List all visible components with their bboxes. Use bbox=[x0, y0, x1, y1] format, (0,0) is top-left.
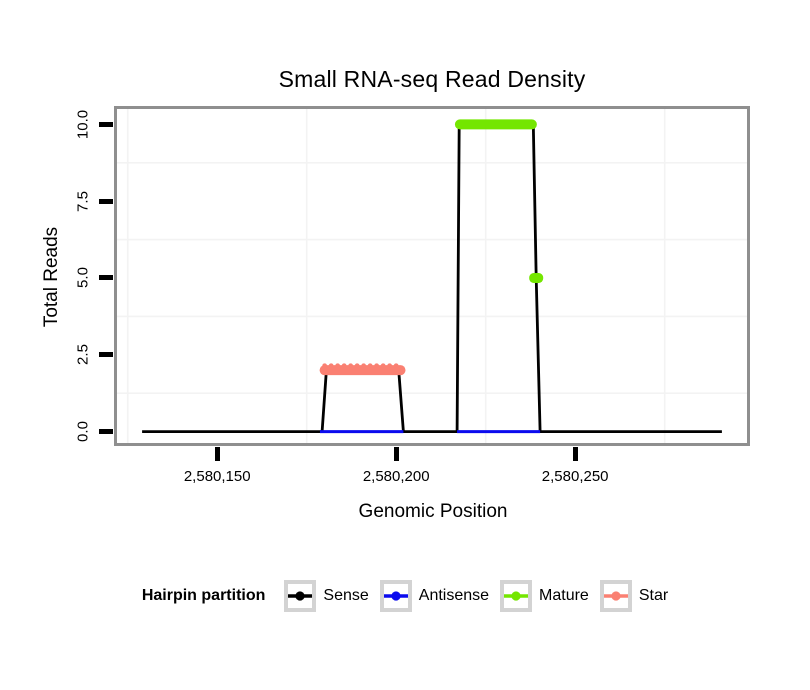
legend-item-star: Star bbox=[599, 580, 669, 612]
legend-glyph-line-point-icon bbox=[383, 591, 408, 601]
legend-item-mature: Mature bbox=[500, 580, 589, 612]
x-tick-label: 2,580,150 bbox=[183, 468, 251, 485]
legend-key-mature bbox=[500, 580, 533, 612]
x-tick-label: 2,580,200 bbox=[362, 468, 430, 485]
x-tick-label: 2,580,250 bbox=[541, 468, 609, 485]
x-tick-mark bbox=[572, 447, 578, 461]
y-tick-label: 10.0 bbox=[74, 109, 92, 139]
legend-key-antisense bbox=[379, 580, 412, 612]
sense-line bbox=[142, 123, 722, 433]
x-axis-title: Genomic Position bbox=[358, 501, 508, 522]
legend-item-antisense: Antisense bbox=[379, 580, 490, 612]
legend-label-antisense: Antisense bbox=[418, 587, 490, 604]
plot-canvas bbox=[117, 109, 747, 443]
y-tick-mark bbox=[99, 352, 113, 358]
legend-glyph-line-point-icon bbox=[504, 591, 529, 601]
legend-title: Hairpin partition bbox=[141, 587, 266, 604]
legend-key-sense bbox=[284, 580, 317, 612]
y-tick-label: 0.0 bbox=[74, 421, 92, 443]
y-tick-label: 7.5 bbox=[74, 190, 92, 212]
legend-item-sense: Sense bbox=[284, 580, 369, 612]
legend: Hairpin partition Sense Antisense Mature St… bbox=[0, 580, 810, 612]
legend-label-sense: Sense bbox=[323, 587, 369, 604]
legend-label-star: Star bbox=[638, 587, 669, 604]
legend-label-mature: Mature bbox=[539, 587, 589, 604]
plot-panel bbox=[114, 106, 750, 446]
legend-key-star bbox=[599, 580, 632, 612]
y-axis-title: Total Reads bbox=[41, 226, 62, 328]
y-tick-label: 5.0 bbox=[74, 267, 92, 289]
chart-title: Small RNA-seq Read Density bbox=[278, 66, 586, 92]
y-tick-mark bbox=[99, 121, 113, 127]
y-tick-mark bbox=[99, 429, 113, 435]
y-tick-label: 2.5 bbox=[74, 344, 92, 366]
x-tick-mark bbox=[393, 447, 399, 461]
mature-point bbox=[529, 273, 544, 283]
y-tick-mark bbox=[99, 198, 113, 204]
legend-glyph-line-point-icon bbox=[603, 591, 628, 601]
x-tick-mark bbox=[214, 447, 220, 461]
y-tick-mark bbox=[99, 275, 113, 281]
legend-glyph-line-point-icon bbox=[288, 591, 313, 601]
